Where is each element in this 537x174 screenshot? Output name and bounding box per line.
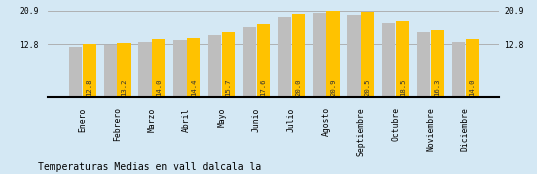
- Text: 14.0: 14.0: [156, 79, 162, 96]
- Bar: [69, 47, 82, 97]
- Bar: [382, 23, 395, 97]
- Bar: [187, 38, 200, 97]
- Bar: [417, 32, 430, 97]
- Bar: [396, 21, 409, 97]
- Bar: [326, 11, 339, 97]
- Bar: [278, 17, 291, 97]
- Bar: [104, 45, 117, 97]
- Bar: [222, 32, 235, 97]
- Bar: [313, 13, 326, 97]
- Text: 12.8: 12.8: [86, 79, 92, 96]
- Text: 14.4: 14.4: [191, 79, 197, 96]
- Text: 15.7: 15.7: [226, 79, 231, 96]
- Bar: [361, 12, 374, 97]
- Text: 17.6: 17.6: [260, 79, 266, 96]
- Bar: [139, 42, 152, 97]
- Bar: [118, 43, 130, 97]
- Text: 13.2: 13.2: [121, 79, 127, 96]
- Bar: [466, 39, 479, 97]
- Text: 16.3: 16.3: [434, 79, 440, 96]
- Bar: [208, 35, 221, 97]
- Text: 20.0: 20.0: [295, 79, 301, 96]
- Text: 20.5: 20.5: [365, 79, 371, 96]
- Bar: [243, 27, 256, 97]
- Bar: [292, 14, 305, 97]
- Text: Temperaturas Medias en vall dalcala la: Temperaturas Medias en vall dalcala la: [38, 162, 261, 172]
- Bar: [173, 40, 186, 97]
- Bar: [347, 15, 361, 97]
- Bar: [431, 30, 444, 97]
- Text: 18.5: 18.5: [400, 79, 405, 96]
- Bar: [452, 42, 465, 97]
- Bar: [153, 39, 165, 97]
- Text: 14.0: 14.0: [469, 79, 475, 96]
- Bar: [257, 24, 270, 97]
- Text: 20.9: 20.9: [330, 79, 336, 96]
- Bar: [83, 44, 96, 97]
